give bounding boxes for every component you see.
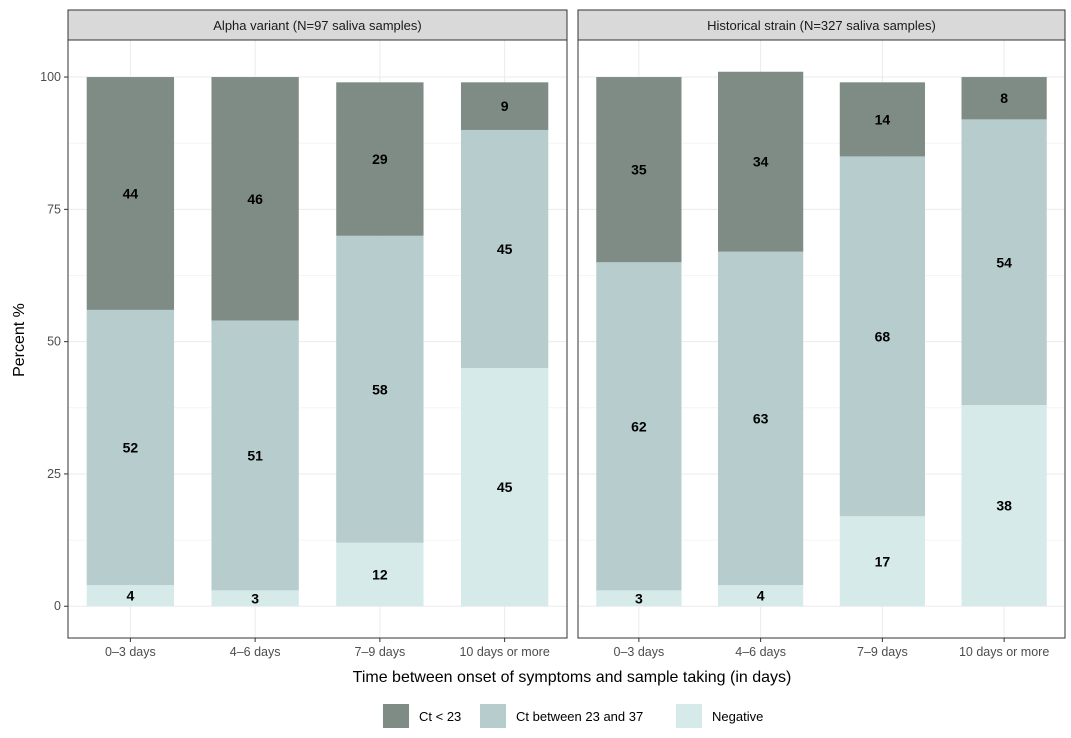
bar-data-label: 52 bbox=[123, 439, 139, 455]
bar-data-label: 3 bbox=[635, 590, 643, 606]
bar-segment bbox=[961, 77, 1047, 120]
bar-segment bbox=[596, 262, 682, 591]
bar-data-label: 35 bbox=[631, 162, 647, 178]
bar-segment bbox=[596, 77, 682, 263]
x-tick-label: 4–6 days bbox=[230, 645, 281, 659]
bar-segment bbox=[460, 368, 549, 607]
y-tick-label: 50 bbox=[47, 335, 61, 349]
bar-data-label: 4 bbox=[126, 588, 134, 604]
bar-data-label: 54 bbox=[996, 254, 1012, 270]
y-tick-label: 25 bbox=[47, 467, 61, 481]
bar-data-label: 34 bbox=[753, 154, 769, 170]
bar-segment bbox=[961, 405, 1047, 607]
y-tick-label: 0 bbox=[54, 599, 61, 613]
bar-data-label: 45 bbox=[497, 479, 513, 495]
bar-segment bbox=[86, 77, 175, 310]
bar-data-label: 62 bbox=[631, 418, 647, 434]
panel-border bbox=[67, 39, 568, 639]
bar-segment bbox=[961, 119, 1047, 406]
bar-data-label: 29 bbox=[372, 151, 388, 167]
bar-data-label: 4 bbox=[757, 588, 765, 604]
bar-data-label: 3 bbox=[251, 590, 259, 606]
bar-segment bbox=[460, 82, 549, 130]
bar-segment bbox=[839, 156, 925, 517]
panel-title: Alpha variant (N=97 saliva samples) bbox=[213, 18, 421, 33]
bar-data-label: 38 bbox=[996, 498, 1012, 514]
bar-data-label: 8 bbox=[1000, 90, 1008, 106]
bar-segment bbox=[596, 590, 682, 607]
bar-segment bbox=[839, 82, 925, 157]
bar-segment bbox=[336, 235, 424, 543]
legend-swatch bbox=[676, 704, 702, 728]
legend-item: Negative bbox=[676, 704, 763, 728]
legend-label: Negative bbox=[712, 709, 763, 724]
legend-item: Ct < 23 bbox=[383, 704, 461, 728]
x-tick-label: 7–9 days bbox=[355, 645, 406, 659]
panel-1: Alpha variant (N=97 saliva samples) 4 52 44… bbox=[40, 9, 568, 659]
panels-layer: Alpha variant (N=97 saliva samples)45244… bbox=[40, 9, 1066, 659]
y-axis-title: Percent % bbox=[11, 303, 28, 377]
x-tick-label: 10 days or more bbox=[459, 645, 549, 659]
panel-border bbox=[577, 39, 1066, 639]
bar-data-label: 51 bbox=[247, 447, 263, 463]
y-tick-label: 100 bbox=[40, 70, 61, 84]
bar-segment bbox=[336, 82, 424, 236]
y-tick-label: 75 bbox=[47, 202, 61, 216]
bar-data-label: 63 bbox=[753, 410, 769, 426]
bar-data-label: 45 bbox=[497, 241, 513, 257]
bar-segment bbox=[211, 77, 299, 321]
panel-strip bbox=[67, 9, 568, 41]
bar-data-label: 17 bbox=[875, 553, 891, 569]
bar-segment bbox=[839, 516, 925, 607]
bar-data-label: 9 bbox=[501, 98, 509, 114]
x-tick-label: 7–9 days bbox=[857, 645, 908, 659]
bar-segment bbox=[211, 320, 299, 591]
bar-segment bbox=[336, 542, 424, 607]
bar-data-label: 58 bbox=[372, 381, 388, 397]
bar-segment bbox=[718, 71, 804, 252]
x-tick-label: 4–6 days bbox=[735, 645, 786, 659]
panel-title: Historical strain (N=327 saliva samples) bbox=[707, 18, 936, 33]
panel-2: Historical strain (N=327 saliva samples)… bbox=[577, 9, 1066, 659]
bar-segment bbox=[211, 590, 299, 607]
legend-label: Ct between 23 and 37 bbox=[516, 709, 643, 724]
bar-segment bbox=[86, 585, 175, 607]
bar-segment bbox=[718, 251, 804, 586]
x-tick-label: 0–3 days bbox=[614, 645, 665, 659]
legend: Ct < 23 Ct between 23 and 37 Negative bbox=[383, 704, 763, 728]
legend-item: Ct between 23 and 37 bbox=[480, 704, 643, 728]
x-tick-label: 10 days or more bbox=[959, 645, 1049, 659]
bar-data-label: 68 bbox=[875, 328, 891, 344]
legend-swatch bbox=[383, 704, 409, 728]
bar-data-label: 46 bbox=[247, 191, 263, 207]
bar-segment bbox=[86, 309, 175, 586]
x-tick-label: 0–3 days bbox=[105, 645, 156, 659]
bar-data-label: 14 bbox=[875, 111, 891, 127]
bar-data-label: 44 bbox=[123, 185, 139, 201]
bar-data-label: 12 bbox=[372, 566, 388, 582]
bar-segment bbox=[460, 129, 549, 369]
legend-swatch bbox=[480, 704, 506, 728]
legend-label: Ct < 23 bbox=[419, 709, 461, 724]
x-axis-title: Time between onset of symptoms and sampl… bbox=[353, 669, 792, 686]
bar-segment bbox=[718, 585, 804, 607]
